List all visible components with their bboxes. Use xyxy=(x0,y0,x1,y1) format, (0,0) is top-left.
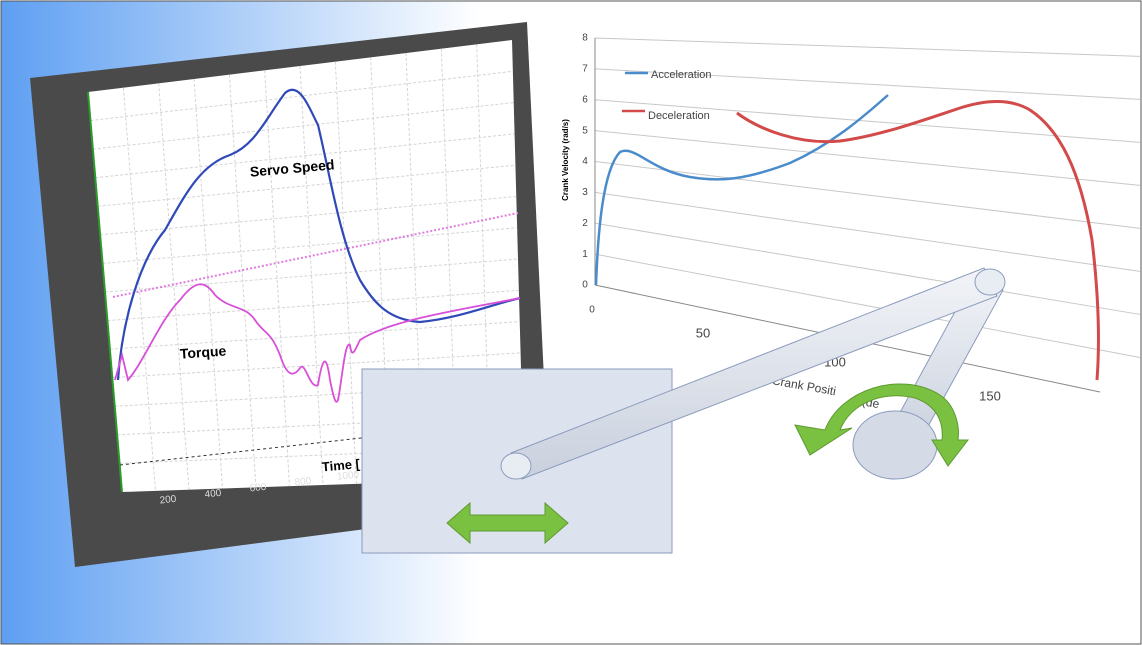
y-tick-label: 4 xyxy=(582,156,588,167)
curve-label: Torque xyxy=(179,342,227,361)
y-tick-label: 5 xyxy=(582,125,588,136)
y-tick-label: 7 xyxy=(582,64,588,75)
x-tick-label: 0 xyxy=(589,305,595,316)
x-tick-label: 50 xyxy=(696,325,710,340)
y-tick-label: 1 xyxy=(582,249,588,260)
y-tick-label: 0 xyxy=(582,280,588,291)
crank-disc xyxy=(853,411,937,479)
legend-label: Deceleration xyxy=(648,110,710,122)
x-tick-label: 200 xyxy=(159,494,177,507)
pin xyxy=(501,453,531,479)
pin xyxy=(975,269,1005,295)
legend-label: Acceleration xyxy=(651,69,712,81)
x-tick-label: 400 xyxy=(204,488,222,501)
y-tick-label: 8 xyxy=(582,33,588,44)
y-tick-label: 6 xyxy=(582,94,588,105)
x-tick-label: 600 xyxy=(249,482,267,495)
slide: Servo Speed Torque Time [ 20040060080010… xyxy=(0,0,1142,645)
x-tick-label: 150 xyxy=(979,388,1001,403)
y-axis-label: Crank Velocity (rad/s) xyxy=(561,119,570,201)
x-tick-label: 800 xyxy=(294,476,312,489)
y-tick-label: 3 xyxy=(582,187,588,198)
y-tick-label: 2 xyxy=(582,218,588,229)
